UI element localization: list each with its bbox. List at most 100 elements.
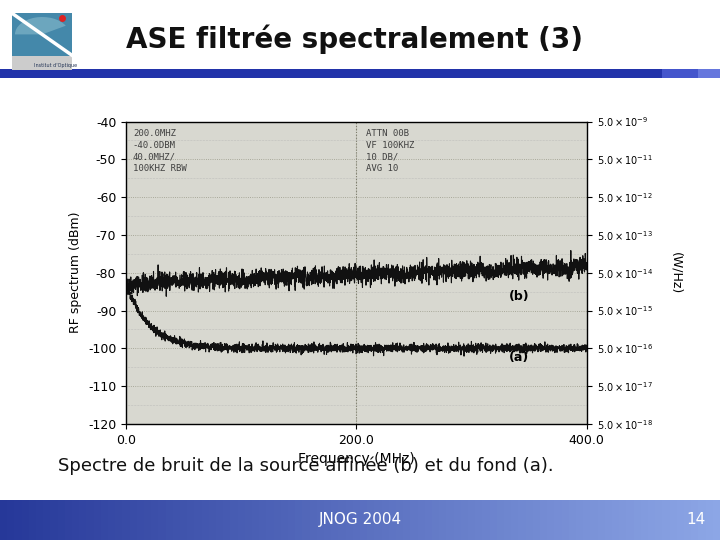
Bar: [432, 500, 439, 540]
Bar: [158, 500, 166, 540]
Bar: [670, 500, 677, 540]
Bar: [130, 500, 137, 540]
Bar: [511, 500, 518, 540]
Bar: [562, 500, 569, 540]
Bar: [144, 500, 151, 540]
Bar: [662, 69, 698, 78]
Bar: [446, 500, 454, 540]
Bar: [346, 500, 353, 540]
Bar: [612, 500, 619, 540]
Bar: [151, 500, 158, 540]
Bar: [302, 500, 310, 540]
Bar: [677, 500, 684, 540]
Bar: [569, 500, 576, 540]
Bar: [295, 500, 302, 540]
Bar: [713, 500, 720, 540]
Bar: [274, 500, 281, 540]
Bar: [634, 500, 641, 540]
Bar: [468, 500, 475, 540]
Bar: [425, 500, 432, 540]
Bar: [698, 500, 706, 540]
Bar: [252, 500, 259, 540]
Bar: [590, 500, 598, 540]
Text: (a): (a): [508, 351, 528, 364]
Bar: [137, 500, 144, 540]
Bar: [382, 500, 389, 540]
Text: ASE filtrée spectralement (3): ASE filtrée spectralement (3): [126, 24, 583, 54]
Bar: [0, 500, 7, 540]
Bar: [324, 500, 331, 540]
Bar: [403, 500, 410, 540]
X-axis label: Frequency (MHz): Frequency (MHz): [298, 452, 415, 466]
Bar: [367, 500, 374, 540]
Y-axis label: (W/Hz): (W/Hz): [669, 252, 683, 294]
Bar: [202, 500, 209, 540]
Bar: [194, 500, 202, 540]
Text: 200.0MHZ
-40.0DBM
40.0MHZ/
100KHZ RBW: 200.0MHZ -40.0DBM 40.0MHZ/ 100KHZ RBW: [133, 129, 186, 173]
Bar: [108, 500, 115, 540]
Bar: [410, 500, 418, 540]
Bar: [583, 500, 590, 540]
Bar: [684, 500, 691, 540]
Bar: [490, 500, 497, 540]
Bar: [245, 500, 252, 540]
Bar: [50, 500, 58, 540]
Bar: [115, 500, 122, 540]
Bar: [12, 56, 72, 70]
Bar: [418, 500, 425, 540]
Bar: [626, 500, 634, 540]
Bar: [223, 500, 230, 540]
Bar: [94, 500, 101, 540]
Bar: [504, 500, 511, 540]
Bar: [281, 500, 288, 540]
Bar: [360, 500, 367, 540]
Bar: [65, 500, 72, 540]
Bar: [605, 500, 612, 540]
Bar: [706, 500, 713, 540]
Bar: [122, 500, 130, 540]
Bar: [209, 500, 216, 540]
Bar: [497, 500, 504, 540]
Wedge shape: [15, 17, 66, 35]
Bar: [598, 500, 605, 540]
Bar: [482, 500, 490, 540]
Bar: [518, 500, 526, 540]
Bar: [331, 500, 338, 540]
Bar: [662, 500, 670, 540]
Bar: [533, 500, 540, 540]
Text: ATTN 00B
VF 100KHZ
10 DB/
AVG 10: ATTN 00B VF 100KHZ 10 DB/ AVG 10: [366, 129, 414, 173]
Bar: [43, 500, 50, 540]
Bar: [648, 500, 655, 540]
Bar: [691, 500, 698, 540]
Bar: [180, 500, 187, 540]
Bar: [266, 500, 274, 540]
Bar: [576, 500, 583, 540]
Text: Spectre de bruit de la source affinée (b) et du fond (a).: Spectre de bruit de la source affinée (b…: [58, 456, 553, 475]
Text: (b): (b): [508, 291, 529, 303]
Bar: [187, 500, 194, 540]
Bar: [166, 500, 173, 540]
Bar: [72, 500, 79, 540]
Bar: [698, 69, 720, 78]
Bar: [58, 500, 65, 540]
Bar: [29, 500, 36, 540]
Bar: [396, 500, 403, 540]
Bar: [454, 500, 461, 540]
Bar: [353, 500, 360, 540]
Text: Institut d'Optique: Institut d'Optique: [35, 63, 77, 68]
Bar: [461, 500, 468, 540]
Bar: [374, 500, 382, 540]
Bar: [547, 500, 554, 540]
Bar: [216, 500, 223, 540]
Bar: [439, 500, 446, 540]
Bar: [389, 500, 396, 540]
Bar: [173, 500, 180, 540]
Bar: [259, 500, 266, 540]
Bar: [619, 500, 626, 540]
Bar: [79, 500, 86, 540]
Bar: [7, 500, 14, 540]
Bar: [288, 500, 295, 540]
Bar: [230, 500, 238, 540]
Bar: [101, 500, 108, 540]
Bar: [14, 500, 22, 540]
